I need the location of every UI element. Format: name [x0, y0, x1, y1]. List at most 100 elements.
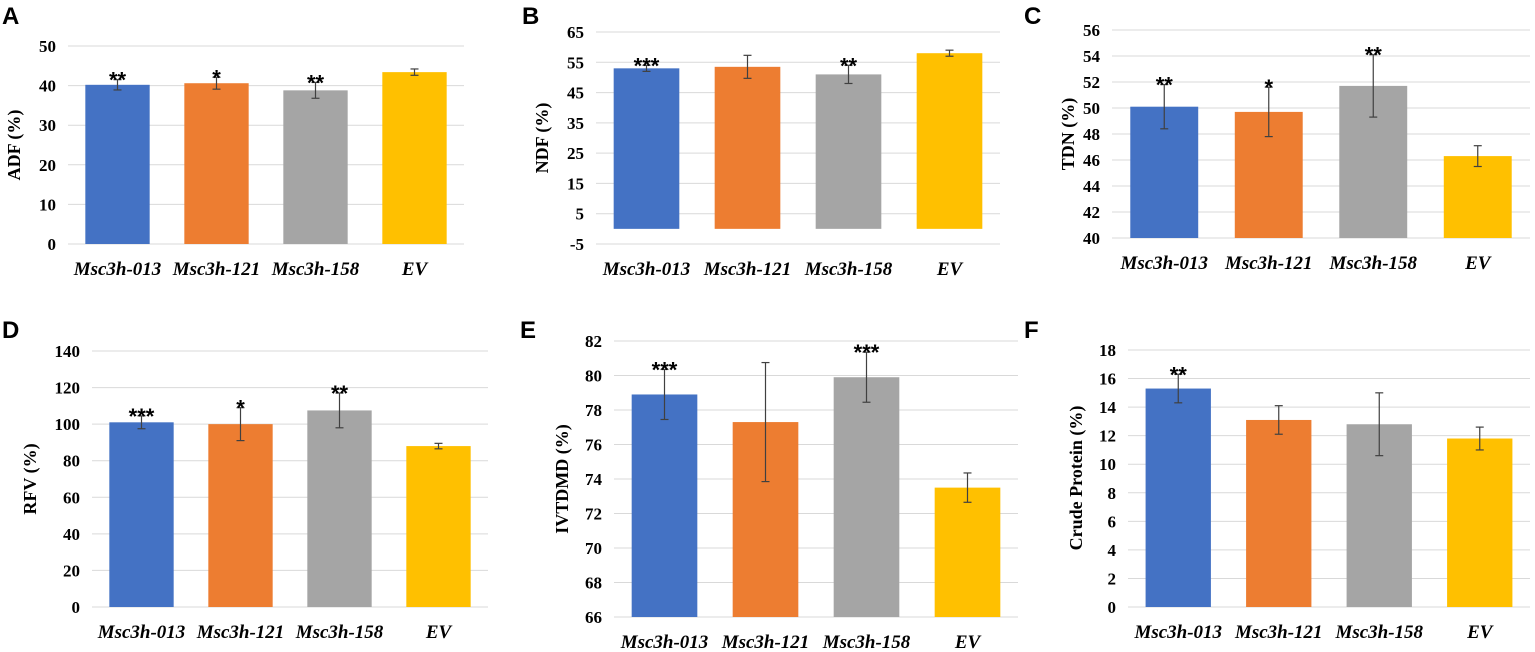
y-tick-label: 6 [1108, 512, 1117, 531]
significance-marker: ** [1365, 43, 1383, 68]
x-category-label: Msc3h-158 [804, 259, 893, 280]
y-tick-label: 48 [1083, 125, 1100, 144]
y-tick-label: 14 [1099, 398, 1117, 417]
chart-panel-a: A 0 10 20 30 40 50 ADF (%) ** Msc3h-013 * Msc3h-121… [2, 3, 464, 280]
x-category-label: EV [954, 632, 982, 652]
panel-letter: D [2, 317, 19, 344]
x-category-label: EV [936, 259, 964, 280]
bar [307, 410, 372, 607]
bar [283, 90, 348, 245]
y-tick-label: 12 [1099, 427, 1116, 446]
y-tick-label: 20 [39, 156, 56, 175]
significance-marker: ** [109, 68, 127, 93]
y-tick-label: 50 [1083, 99, 1100, 118]
bar [613, 68, 680, 229]
y-tick-label: 10 [39, 195, 56, 214]
significance-marker: *** [854, 340, 880, 365]
y-tick-label: 20 [63, 561, 80, 580]
significance-marker: ** [307, 70, 325, 95]
bar [714, 66, 781, 229]
x-category-label: EV [1464, 253, 1492, 274]
y-axis-label: Crude Protein (%) [1066, 406, 1087, 551]
y-tick-label: 16 [1099, 370, 1116, 389]
y-tick-label: 45 [567, 84, 584, 103]
y-axis-label: IVTDMD (%) [552, 424, 573, 534]
significance-marker: ** [840, 53, 858, 78]
bar [109, 422, 174, 607]
bar [916, 53, 983, 229]
significance-marker: ** [1156, 73, 1174, 98]
y-tick-label: -5 [570, 235, 584, 254]
x-category-label: Msc3h-158 [822, 632, 911, 652]
bar [631, 394, 698, 617]
y-tick-label: 4 [1108, 541, 1117, 560]
chart-panel-e: E 66 68 70 72 74 76 78 80 82 IVTDMD (%) *** Msc3h-01… [520, 317, 1018, 652]
bar [833, 377, 900, 617]
y-tick-label: 0 [72, 598, 81, 617]
y-tick-label: 80 [63, 452, 80, 471]
x-category-label: Msc3h-013 [1119, 253, 1208, 274]
y-tick-label: 25 [567, 144, 584, 163]
y-tick-label: 2 [1108, 569, 1117, 588]
x-category-label: Msc3h-158 [1334, 622, 1423, 643]
chart-panel-d: D 0 20 40 60 80 100 120 140 RFV (%) *** Msc3h-013 * M… [2, 317, 488, 643]
chart-panel-b: B -5 5 15 25 35 45 55 65 NDF (%) *** Msc3h-013 Msc3h… [522, 3, 1000, 280]
y-tick-label: 140 [55, 342, 81, 361]
y-tick-label: 18 [1099, 341, 1116, 360]
bar [85, 84, 150, 244]
y-tick-label: 30 [39, 116, 56, 135]
y-tick-label: 78 [585, 401, 602, 420]
chart-panel-f: F 0 2 4 6 8 10 12 14 16 18 Crude Protein (%) ** Msc3h… [1024, 317, 1530, 643]
bar [184, 83, 249, 244]
y-tick-label: 15 [567, 174, 584, 193]
x-category-label: Msc3h-013 [602, 259, 691, 280]
x-category-label: Msc3h-013 [97, 622, 186, 643]
x-category-label: Msc3h-013 [620, 632, 709, 652]
y-tick-label: 100 [55, 415, 81, 434]
bar [382, 72, 447, 244]
x-category-label: Msc3h-158 [271, 259, 360, 280]
y-tick-label: 82 [585, 332, 602, 351]
y-tick-label: 8 [1108, 484, 1117, 503]
bar [406, 446, 471, 607]
y-axis-label: TDN (%) [1058, 98, 1079, 171]
bar [934, 487, 1001, 617]
x-category-label: Msc3h-121 [703, 259, 792, 280]
panel-letter: F [1024, 317, 1039, 344]
y-tick-label: 80 [585, 367, 602, 386]
y-tick-label: 52 [1083, 73, 1100, 92]
x-category-label: EV [1466, 622, 1494, 643]
significance-marker: * [212, 65, 221, 90]
y-tick-label: 65 [567, 23, 584, 42]
significance-marker: ** [331, 381, 349, 406]
y-tick-label: 76 [585, 436, 602, 455]
y-tick-label: 54 [1083, 47, 1101, 66]
significance-marker: * [236, 396, 245, 421]
y-tick-label: 56 [1083, 21, 1100, 40]
x-category-label: Msc3h-158 [295, 622, 384, 643]
x-category-label: EV [401, 259, 429, 280]
x-category-label: Msc3h-013 [73, 259, 162, 280]
y-tick-label: 35 [567, 114, 584, 133]
x-category-label: Msc3h-121 [1224, 253, 1313, 274]
y-tick-label: 42 [1083, 203, 1100, 222]
panel-letter: A [2, 3, 19, 30]
y-tick-label: 40 [63, 525, 80, 544]
bar [1447, 438, 1513, 607]
y-tick-label: 0 [48, 235, 57, 254]
y-tick-label: 55 [567, 53, 584, 72]
y-tick-label: 44 [1083, 177, 1101, 196]
significance-marker: *** [652, 357, 678, 382]
panel-letter: B [522, 3, 539, 30]
y-axis-label: NDF (%) [532, 103, 553, 174]
x-category-label: Msc3h-121 [721, 632, 810, 652]
significance-marker: * [1264, 75, 1273, 100]
panel-letter: C [1024, 3, 1041, 30]
y-axis-label: ADF (%) [4, 110, 25, 181]
significance-marker: *** [634, 53, 660, 78]
y-tick-label: 46 [1083, 151, 1100, 170]
bar [208, 424, 273, 607]
y-tick-label: 74 [585, 470, 603, 489]
y-tick-label: 50 [39, 37, 56, 56]
y-tick-label: 0 [1108, 598, 1117, 617]
